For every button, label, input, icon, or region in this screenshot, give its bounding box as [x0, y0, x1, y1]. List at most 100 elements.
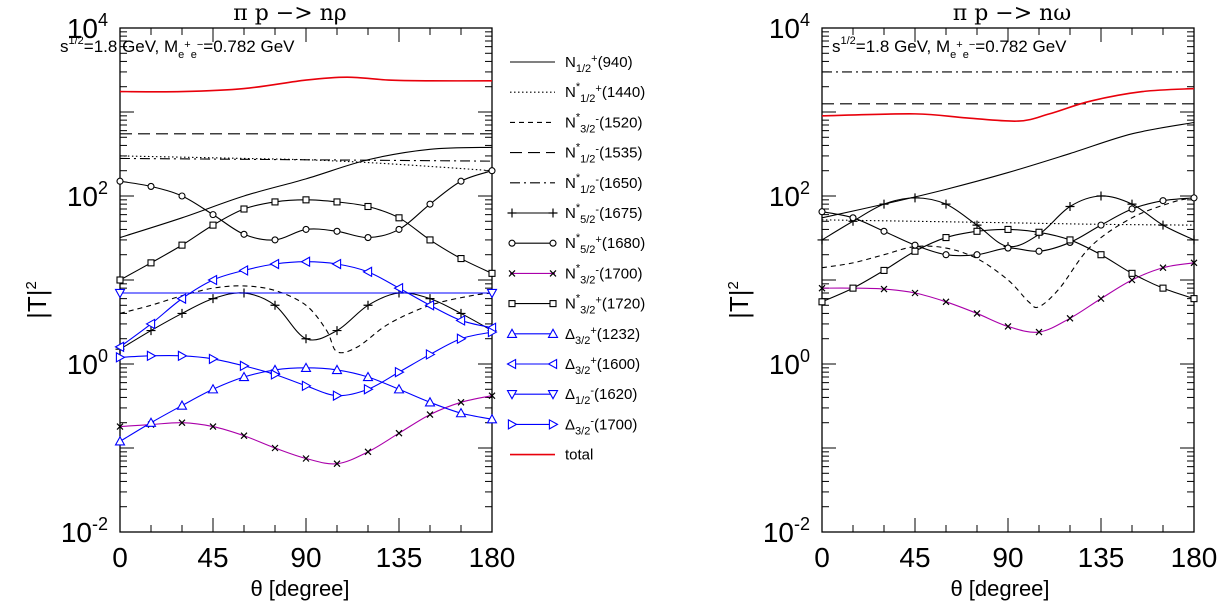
data-point — [239, 360, 250, 372]
legend-label: Δ1/2-(1620) — [565, 385, 637, 407]
legend-item: total — [510, 447, 593, 464]
legend-marker — [549, 300, 557, 308]
data-point — [880, 227, 888, 235]
legend-marker — [547, 328, 559, 338]
x-tick-label: 90 — [992, 542, 1023, 573]
legend-marker — [506, 358, 517, 370]
data-point — [455, 315, 466, 326]
data-point — [114, 341, 125, 353]
data-point — [240, 230, 248, 238]
data-point — [395, 225, 403, 233]
data-point — [942, 298, 950, 306]
legend-marker — [508, 239, 516, 247]
data-point — [456, 308, 466, 318]
data-point — [146, 326, 156, 336]
legend-label: N*5/2+(1680) — [565, 232, 645, 256]
data-point — [426, 200, 434, 208]
data-point — [424, 299, 435, 311]
data-point — [114, 435, 126, 446]
legend-item: Δ1/2-(1620) — [506, 385, 637, 407]
series-line — [119, 395, 493, 465]
data-point — [910, 193, 920, 203]
data-point — [1004, 323, 1012, 330]
legend-item: N*1/2+(1440) — [510, 81, 645, 105]
legend-label: N*1/2-(1535) — [565, 142, 642, 166]
left-x-axis: 0 45 90 135 180 — [112, 28, 515, 573]
data-point — [177, 308, 187, 318]
data-point — [240, 432, 248, 440]
data-point — [911, 247, 919, 255]
x-tick-label: 90 — [290, 542, 321, 573]
series-line — [119, 261, 493, 348]
data-point — [1128, 205, 1136, 213]
legend-label: N1/2+(940) — [565, 53, 633, 75]
legend: N1/2+(940) N*1/2+(1440) N*3/2-(1520) N*1/2-… — [506, 53, 645, 464]
data-point — [145, 417, 157, 427]
right-chart-subtitle: s1/2=1.8 GeV, Me+e−=0.782 GeV — [832, 35, 1067, 61]
x-tick-label: 45 — [899, 542, 930, 573]
legend-label: Δ3/2-(1700) — [565, 415, 637, 437]
data-point — [426, 411, 434, 418]
data-point — [270, 300, 280, 310]
series-line — [821, 195, 1195, 248]
y-tick-label: 10-2 — [763, 514, 810, 548]
data-point — [208, 294, 218, 304]
x-tick-label: 0 — [112, 542, 128, 573]
data-point — [238, 371, 250, 382]
data-point — [393, 282, 404, 294]
y-tick-label: 100 — [769, 346, 810, 380]
data-point — [364, 202, 372, 211]
data-point — [1004, 244, 1012, 252]
data-point — [269, 258, 280, 270]
data-point — [363, 300, 373, 310]
legend-marker — [548, 418, 559, 430]
data-point — [456, 333, 467, 345]
legend-item: N*3/2+(1720) — [508, 293, 645, 317]
data-point — [1190, 295, 1198, 303]
data-point — [486, 288, 498, 299]
data-point — [333, 198, 341, 206]
data-point — [424, 396, 436, 407]
data-point — [301, 334, 311, 344]
data-point — [1066, 236, 1074, 244]
series-line — [821, 228, 1195, 303]
left-chart-title: π p −> nρ — [233, 1, 347, 26]
data-point — [1190, 259, 1198, 267]
legend-item: Δ3/2+(1232) — [506, 325, 640, 347]
data-point — [301, 380, 312, 392]
legend-label: N*5/2-(1675) — [565, 202, 642, 226]
series-line — [821, 121, 1195, 219]
data-point — [302, 225, 310, 233]
x-tick-label: 135 — [376, 542, 423, 573]
legend-label: Δ3/2+(1600) — [565, 355, 640, 377]
data-point — [331, 258, 342, 270]
data-point — [209, 423, 217, 430]
data-point — [1128, 269, 1136, 277]
data-point — [240, 205, 248, 213]
legend-item: Δ3/2+(1600) — [506, 355, 640, 377]
data-point — [426, 236, 434, 244]
data-point — [942, 251, 950, 259]
legend-label: Δ3/2+(1232) — [565, 325, 640, 347]
data-point — [1097, 295, 1105, 303]
data-point — [941, 199, 951, 209]
legend-label: total — [565, 447, 593, 464]
data-point — [849, 214, 857, 222]
legend-marker — [506, 390, 518, 400]
legend-marker — [549, 269, 557, 277]
legend-item: N*1/2-(1650) — [510, 172, 642, 196]
data-point — [1035, 228, 1043, 236]
legend-marker — [508, 269, 516, 277]
data-point — [1065, 201, 1075, 211]
data-point — [147, 182, 155, 190]
series-line — [821, 87, 1195, 122]
data-point — [362, 371, 374, 382]
data-point — [116, 423, 124, 430]
data-point — [425, 294, 435, 304]
data-point — [1190, 194, 1198, 202]
legend-item: N*5/2+(1680) — [508, 232, 645, 256]
legend-item: N1/2+(940) — [510, 53, 633, 75]
legend-item: Δ3/2-(1700) — [507, 415, 637, 437]
data-point — [457, 255, 465, 263]
data-point — [1035, 247, 1043, 255]
